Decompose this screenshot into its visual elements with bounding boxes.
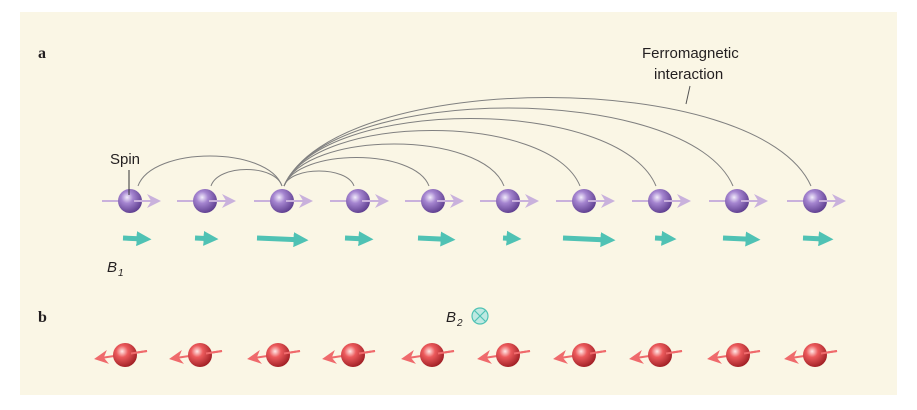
spin-sphere [803,343,827,367]
field-arrow [257,238,301,240]
background [20,12,897,395]
field-subscript: 1 [118,268,124,279]
spin-sphere [341,343,365,367]
spin-sphere [496,343,520,367]
page: {"panel_a": {"label": "a", "interaction_… [0,0,917,410]
spin-sphere [572,343,596,367]
field-arrow [563,238,608,240]
field-arrow [503,238,514,239]
spin-label: Spin [110,151,140,168]
field-into-page [472,308,488,324]
spin-sphere [266,343,290,367]
figure: a Ferromagnetic interaction Spin B 1 b B… [0,0,917,410]
spin-sphere [188,343,212,367]
field-symbol: B [107,259,117,276]
field-subscript: 2 [456,318,463,329]
field-arrow [723,238,753,239]
field-arrow [195,238,211,239]
field-arrow [655,238,669,239]
spin-sphere [420,343,444,367]
interaction-label: interaction [654,66,723,83]
spin-sphere [726,343,750,367]
field-arrow [803,238,826,239]
panel-label: b [38,309,47,326]
field-symbol: B [446,309,456,326]
spin-sphere [648,343,672,367]
interaction-label: Ferromagnetic [642,45,739,62]
panel-label: a [38,45,46,62]
field-arrow [345,238,366,239]
field-arrow [418,238,448,239]
field-arrow [123,238,144,239]
spin-sphere [113,343,137,367]
